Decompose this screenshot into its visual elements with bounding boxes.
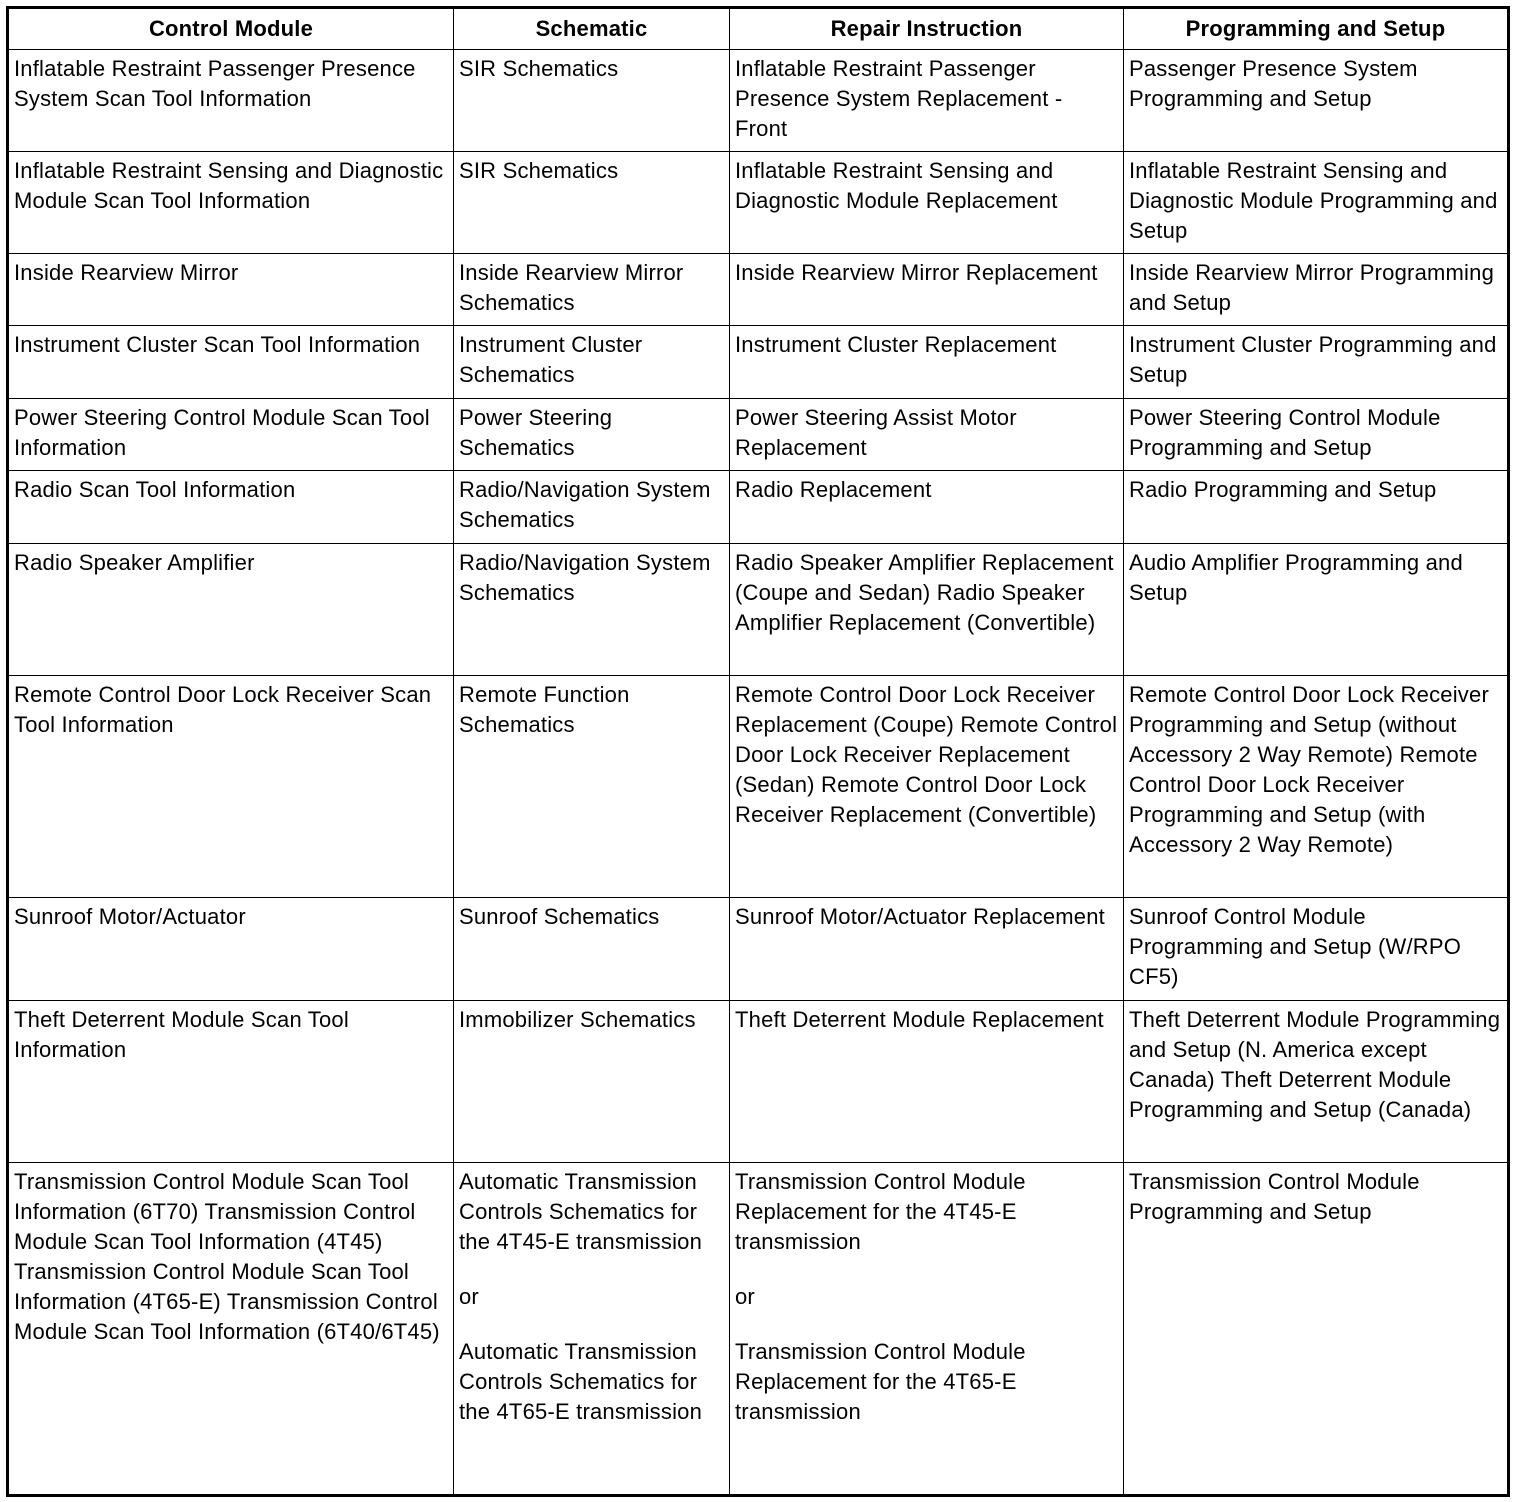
table-cell: SIR Schematics [453, 151, 730, 254]
table-cell: Theft Deterrent Module Scan Tool Informa… [7, 1000, 454, 1163]
table-cell: Power Steering Control Module Programmin… [1123, 398, 1509, 471]
table-row: Instrument Cluster Scan Tool Information… [7, 325, 1509, 399]
table-cell: Remote Control Door Lock Receiver Replac… [729, 675, 1124, 898]
table-row: Inside Rearview Mirror Inside Rearview Mi… [7, 253, 1509, 326]
table-row: Sunroof Motor/Actuator Sunroof Schematics… [7, 897, 1509, 1001]
table-cell: Sunroof Motor/Actuator Replacement [729, 897, 1124, 1001]
cell-paragraph: or [735, 1284, 755, 1309]
table-cell: Sunroof Motor/Actuator [7, 897, 454, 1001]
table-row: Transmission Control Module Scan Tool In… [7, 1162, 1509, 1496]
table-cell: Power Steering Schematics [453, 398, 730, 471]
header-cell: Control Module [7, 7, 454, 50]
table-cell: Transmission Control Module Scan Tool In… [7, 1162, 454, 1496]
table-cell: Power Steering Control Module Scan Tool … [7, 398, 454, 471]
header-cell: Schematic [453, 7, 730, 50]
header-row: Control Module Schematic Repair Instructio… [7, 7, 1509, 50]
table-cell: Radio Speaker Amplifier [7, 543, 454, 676]
table-cell: Instrument Cluster Scan Tool Information [7, 325, 454, 399]
table-cell: Theft Deterrent Module Replacement [729, 1000, 1124, 1163]
table-cell: Instrument Cluster Replacement [729, 325, 1124, 399]
header-cell: Repair Instruction [729, 7, 1124, 50]
table-row: Inflatable Restraint Sensing and Diagnos… [7, 151, 1509, 254]
table-cell: Inflatable Restraint Sensing and Diagnos… [729, 151, 1124, 254]
table-cell: Radio Programming and Setup [1123, 470, 1509, 544]
table-cell: Immobilizer Schematics [453, 1000, 730, 1163]
table-row: Remote Control Door Lock Receiver Scan T… [7, 675, 1509, 898]
table-cell: Radio/Navigation System Schematics [453, 470, 730, 544]
cell-paragraph: Automatic Transmission Controls Schemati… [459, 1339, 703, 1424]
table-cell: Inside Rearview Mirror Programming and S… [1123, 253, 1509, 326]
table-cell: Radio Scan Tool Information [7, 470, 454, 544]
table-cell: Theft Deterrent Module Programming and S… [1123, 1000, 1509, 1163]
table-row: Theft Deterrent Module Scan Tool Informa… [7, 1000, 1509, 1163]
cell-paragraph: Transmission Control Module Replacement … [735, 1339, 1026, 1424]
table-cell: Remote Control Door Lock Receiver Scan T… [7, 675, 454, 898]
table-cell: Inflatable Restraint Sensing and Diagnos… [7, 151, 454, 254]
table-cell: Inside Rearview Mirror Schematics [453, 253, 730, 326]
cell-paragraph: Automatic Transmission Controls Schemati… [459, 1169, 703, 1254]
table-cell: Inflatable Restraint Sensing and Diagnos… [1123, 151, 1509, 254]
table-row: Radio Speaker Amplifier Radio/Navigation … [7, 543, 1509, 676]
table-cell: Inflatable Restraint Passenger Presence … [729, 49, 1124, 152]
table-cell: Remote Function Schematics [453, 675, 730, 898]
module-table: Control Module Schematic Repair Instructio… [6, 6, 1510, 1497]
table-row: Inflatable Restraint Passenger Presence … [7, 49, 1509, 152]
cell-paragraph: Transmission Control Module Replacement … [735, 1169, 1026, 1254]
table-cell: Audio Amplifier Programming and Setup [1123, 543, 1509, 676]
table-cell: Radio Speaker Amplifier Replacement (Cou… [729, 543, 1124, 676]
table-cell: Inside Rearview Mirror Replacement [729, 253, 1124, 326]
cell-paragraph: or [459, 1284, 479, 1309]
table-cell: Inside Rearview Mirror [7, 253, 454, 326]
table-cell: Radio Replacement [729, 470, 1124, 544]
table-cell: Instrument Cluster Programming and Setup [1123, 325, 1509, 399]
table-cell: Sunroof Schematics [453, 897, 730, 1001]
table-cell: Sunroof Control Module Programming and S… [1123, 897, 1509, 1001]
table-cell: Instrument Cluster Schematics [453, 325, 730, 399]
table-cell: SIR Schematics [453, 49, 730, 152]
table-row: Power Steering Control Module Scan Tool … [7, 398, 1509, 471]
table-cell: Radio/Navigation System Schematics [453, 543, 730, 676]
table-cell: Power Steering Assist Motor Replacement [729, 398, 1124, 471]
table-cell: Inflatable Restraint Passenger Presence … [7, 49, 454, 152]
table-cell: Transmission Control Module Replacement … [729, 1162, 1124, 1496]
table-cell: Transmission Control Module Programming … [1123, 1162, 1509, 1496]
table-cell: Remote Control Door Lock Receiver Progra… [1123, 675, 1509, 898]
header-cell: Programming and Setup [1123, 7, 1509, 50]
table-cell: Passenger Presence System Programming an… [1123, 49, 1509, 152]
table-cell: Automatic Transmission Controls Schemati… [453, 1162, 730, 1496]
table-row: Radio Scan Tool Information Radio/Navigat… [7, 470, 1509, 544]
